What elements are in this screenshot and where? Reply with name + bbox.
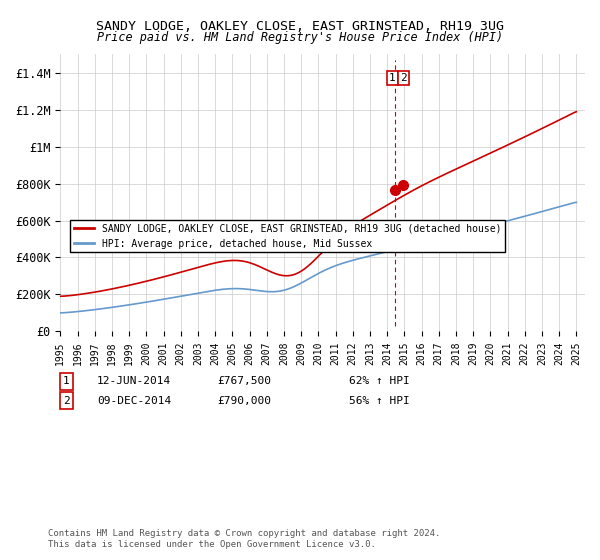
Text: Price paid vs. HM Land Registry's House Price Index (HPI): Price paid vs. HM Land Registry's House …	[97, 31, 503, 44]
Text: 1: 1	[63, 376, 70, 386]
Text: 56% ↑ HPI: 56% ↑ HPI	[349, 396, 410, 405]
Text: SANDY LODGE, OAKLEY CLOSE, EAST GRINSTEAD, RH19 3UG: SANDY LODGE, OAKLEY CLOSE, EAST GRINSTEA…	[96, 20, 504, 32]
Text: £790,000: £790,000	[218, 396, 272, 405]
Text: 12-JUN-2014: 12-JUN-2014	[97, 376, 172, 386]
Legend: SANDY LODGE, OAKLEY CLOSE, EAST GRINSTEAD, RH19 3UG (detached house), HPI: Avera: SANDY LODGE, OAKLEY CLOSE, EAST GRINSTEA…	[70, 220, 505, 253]
Text: 2: 2	[63, 396, 70, 405]
Text: 09-DEC-2014: 09-DEC-2014	[97, 396, 172, 405]
Text: 2: 2	[400, 73, 407, 83]
Text: Contains HM Land Registry data © Crown copyright and database right 2024.
This d: Contains HM Land Registry data © Crown c…	[48, 529, 440, 549]
Text: 1: 1	[389, 73, 396, 83]
Text: £767,500: £767,500	[218, 376, 272, 386]
Text: 62% ↑ HPI: 62% ↑ HPI	[349, 376, 410, 386]
